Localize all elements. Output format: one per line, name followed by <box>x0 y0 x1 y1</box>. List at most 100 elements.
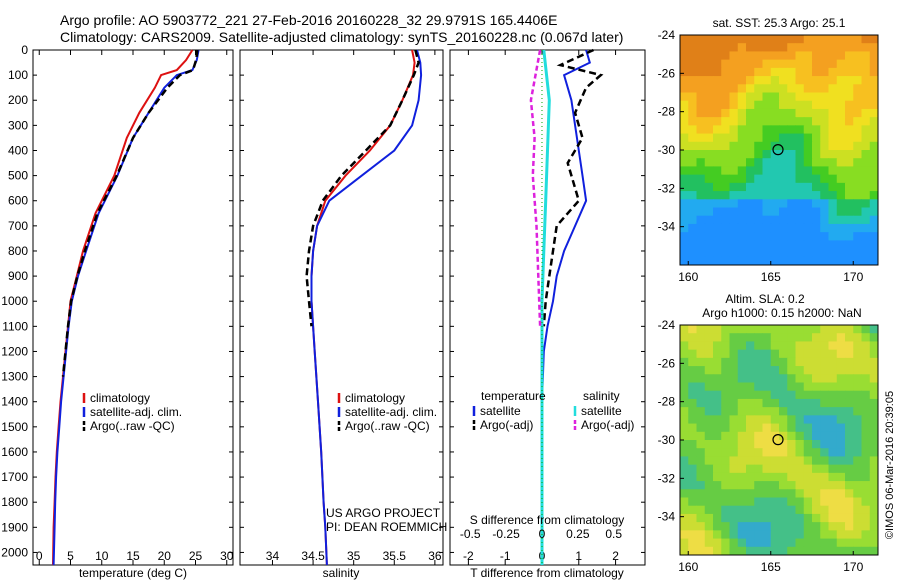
temperature-legend-label: Argo(..raw -QC) <box>90 419 175 433</box>
sla-cell <box>746 481 755 490</box>
sst-cell <box>820 133 829 143</box>
sst-cell <box>812 100 821 110</box>
sla-cell <box>762 464 772 474</box>
sla-cell <box>729 382 739 392</box>
sst-cell <box>836 199 846 208</box>
sla-cell <box>729 522 739 531</box>
sla-cell <box>754 489 763 498</box>
sla-cell <box>688 357 697 367</box>
difference-legend-label: satellite <box>581 404 622 418</box>
sla-cell <box>688 333 697 342</box>
sst-cell <box>861 141 871 151</box>
sla-cell <box>779 382 788 392</box>
sla-cell <box>680 374 689 383</box>
sst-cell <box>787 166 796 176</box>
sst-cell <box>861 182 871 192</box>
sst-cell <box>770 207 780 217</box>
sst-cell <box>820 43 829 52</box>
sst-cell <box>754 117 763 126</box>
sla-cell <box>729 431 739 441</box>
sst-cell <box>688 51 697 61</box>
sst-cell <box>713 125 722 135</box>
sla-cell <box>828 522 838 531</box>
sla-cell <box>696 349 706 359</box>
sla-cell <box>713 546 722 555</box>
sla-cell <box>853 440 862 449</box>
sla-cell <box>754 333 763 342</box>
sst-cell <box>836 51 846 61</box>
sla-cell <box>828 325 838 334</box>
sst-cell <box>820 256 829 265</box>
sla-cell <box>754 398 763 408</box>
sla-cell <box>820 407 829 416</box>
sla-cell <box>828 546 838 555</box>
sst-cell <box>704 223 714 233</box>
sla-cell <box>696 448 706 457</box>
sst-cell <box>770 199 780 208</box>
sst-cell <box>853 207 862 217</box>
sst-cell <box>704 248 714 258</box>
sla-cell <box>713 505 722 515</box>
sst-cell <box>696 158 706 167</box>
sst-cell <box>704 67 714 77</box>
sla-cell <box>688 538 697 548</box>
sst-cell <box>836 158 846 167</box>
sla-map-y-tick-label: -26 <box>658 356 676 370</box>
sla-cell <box>754 349 763 359</box>
sla-cell <box>795 448 805 457</box>
sst-cell <box>836 141 846 151</box>
sst-cell <box>746 108 755 118</box>
sla-cell <box>704 423 714 433</box>
sla-cell <box>845 374 854 383</box>
sla-cell <box>754 374 763 383</box>
sla-cell <box>779 538 788 548</box>
sst-cell <box>729 35 739 44</box>
sst-cell <box>721 248 730 258</box>
sla-cell <box>729 481 739 490</box>
depth-tick-label: 1900 <box>1 520 28 534</box>
sla-cell <box>713 489 722 498</box>
sst-cell <box>853 43 862 52</box>
sla-cell <box>704 440 714 449</box>
sst-cell <box>713 141 722 151</box>
sst-cell <box>787 76 796 85</box>
sst-cell <box>861 232 871 241</box>
sla-cell <box>713 530 722 540</box>
sst-cell <box>704 125 714 135</box>
sla-cell <box>787 398 796 408</box>
sst-cell <box>803 35 813 44</box>
sst-cell <box>861 150 871 159</box>
sla-cell <box>729 325 739 334</box>
sla-cell <box>869 472 878 482</box>
sla-cell <box>762 513 772 523</box>
sst-cell <box>803 141 813 151</box>
temperature-x-tick-label: 15 <box>126 549 140 563</box>
sla-cell <box>754 390 763 400</box>
sst-cell <box>762 35 772 44</box>
sla-cell <box>861 472 871 482</box>
sst-cell <box>737 191 747 200</box>
t-difference-axis-label: T difference from climatology <box>470 566 624 580</box>
sst-cell <box>713 158 722 167</box>
sla-cell <box>787 349 796 359</box>
sla-cell <box>754 341 763 351</box>
sst-cell <box>820 223 829 233</box>
sst-cell <box>737 108 747 118</box>
sst-cell <box>795 35 805 44</box>
sla-cell <box>812 366 821 375</box>
sst-cell <box>836 150 846 159</box>
sst-cell <box>696 215 706 225</box>
sst-cell <box>688 182 697 192</box>
sla-cell <box>795 472 805 482</box>
sst-cell <box>721 84 730 93</box>
sst-cell <box>704 141 714 151</box>
sst-cell <box>754 59 763 69</box>
sst-cell <box>853 117 862 126</box>
sla-cell <box>861 546 871 555</box>
sst-cell <box>754 141 763 151</box>
sst-cell <box>795 59 805 69</box>
sst-cell <box>721 117 730 126</box>
sst-cell <box>845 256 854 265</box>
sla-cell <box>762 423 772 433</box>
sst-cell <box>828 51 838 61</box>
